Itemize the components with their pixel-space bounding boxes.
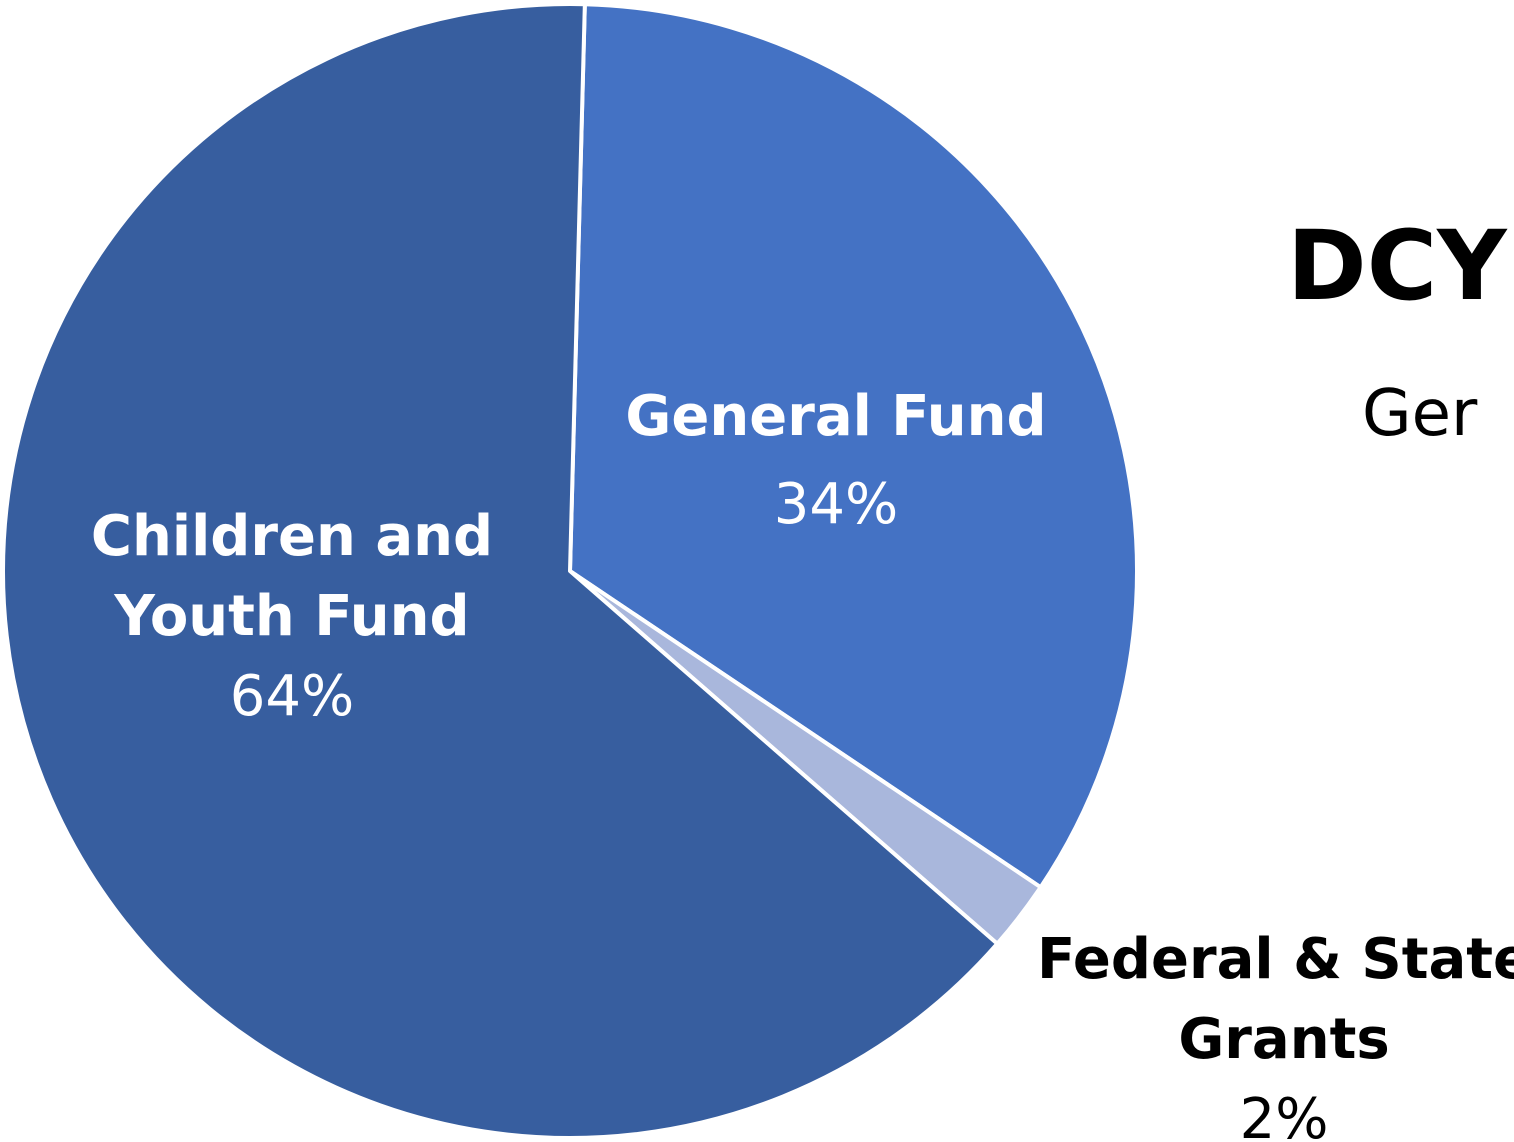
slice-label-name-2-0: Children and [91,504,493,569]
slice-label-name-1-0: Federal & State [1037,927,1514,992]
slice-label-percent-2: 64% [230,664,354,729]
pie-labels: General Fund 34% Federal & State Grants 2% Ch… [91,384,1514,1142]
pie-slices [1,2,1139,1140]
chart-title: DCY [1287,210,1508,322]
slice-label-percent-0: 34% [774,472,898,537]
slice-label-name-0-0: General Fund [625,384,1046,449]
pie-slice-2 [1,2,1000,1140]
slice-label-percent-1: 2% [1240,1087,1329,1142]
slice-label-name-1-1: Grants [1178,1007,1389,1072]
pie-slice-0 [568,2,1139,890]
chart-subtitle: Ger [1362,377,1478,451]
slice-label-name-2-1: Youth Fund [113,584,469,649]
